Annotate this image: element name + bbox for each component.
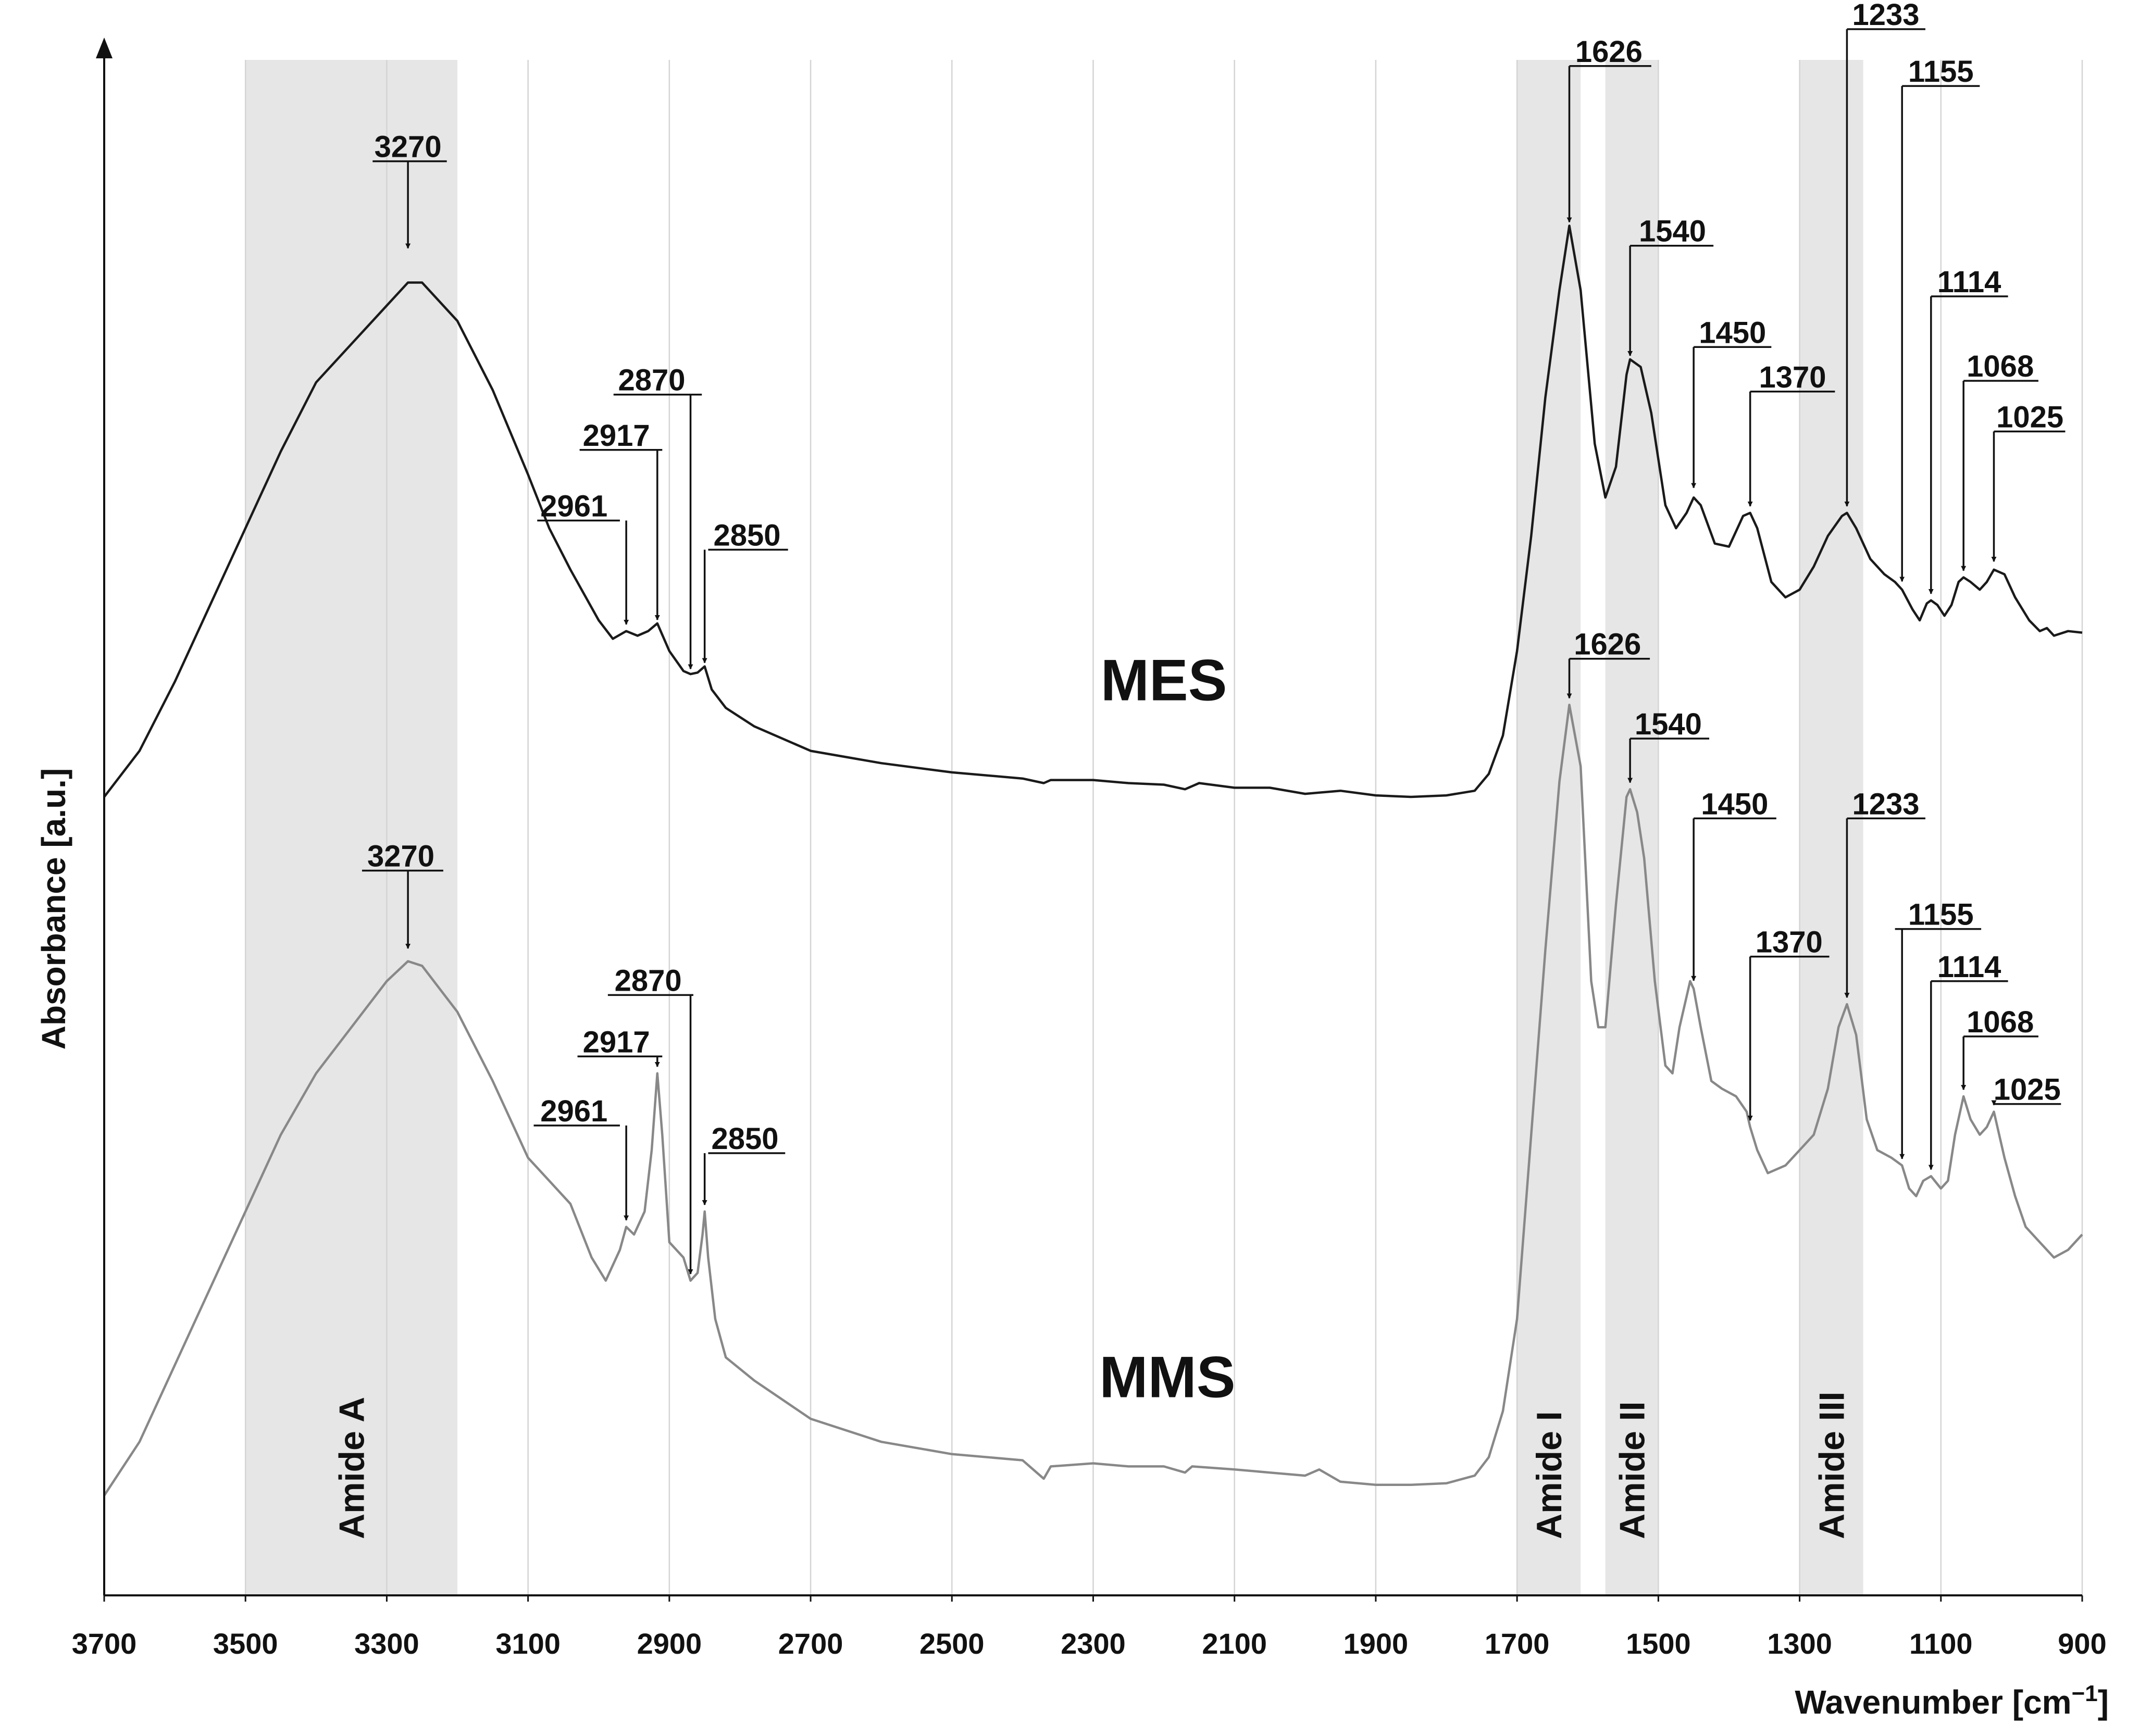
band-label-amide-a: Amide A xyxy=(332,1397,372,1539)
peak-label-3270: 3270 xyxy=(375,130,442,164)
peak-label-1626: 1626 xyxy=(1574,628,1641,661)
peak-label-1155: 1155 xyxy=(1908,55,1974,89)
peak-annotation-mms-1114: 1114 xyxy=(1928,950,2008,1170)
peak-label-1370: 1370 xyxy=(1759,360,1826,394)
x-tick-label-1700: 1700 xyxy=(1485,1627,1550,1660)
peak-annotation-mes-1025: 1025 xyxy=(1991,400,2066,562)
peak-label-1370: 1370 xyxy=(1756,926,1823,959)
band-label-amide-i: Amide I xyxy=(1529,1411,1569,1539)
peak-annotation-mms-1540: 1540 xyxy=(1627,707,1709,783)
x-tick-label-3300: 3300 xyxy=(354,1627,419,1660)
band-amide-ii xyxy=(1605,60,1659,1595)
peak-label-1450: 1450 xyxy=(1701,787,1768,821)
peak-label-2870: 2870 xyxy=(615,964,682,997)
peak-label-2961: 2961 xyxy=(540,489,607,523)
x-tick-label-3500: 3500 xyxy=(213,1627,278,1660)
peak-annotation-mms-1450: 1450 xyxy=(1691,787,1776,981)
peak-label-1068: 1068 xyxy=(1967,349,2034,383)
peak-label-1626: 1626 xyxy=(1575,35,1643,69)
peak-label-1155: 1155 xyxy=(1908,898,1974,932)
peak-annotation-mes-2917: 2917 xyxy=(579,419,663,620)
x-axis-label-exponent: −1 xyxy=(2072,1681,2098,1706)
peak-annotation-mms-1068: 1068 xyxy=(1961,1005,2038,1091)
peak-label-1233: 1233 xyxy=(1852,787,1919,821)
x-tick-label-1300: 1300 xyxy=(1767,1627,1832,1660)
x-axis-label: Wavenumber [cm−1] xyxy=(1795,1681,2109,1721)
peak-label-2917: 2917 xyxy=(583,419,650,453)
peak-annotation-mes-2870: 2870 xyxy=(613,364,702,670)
x-tick-label-900: 900 xyxy=(2058,1627,2106,1660)
peak-annotation-mms-1025: 1025 xyxy=(1991,1073,2061,1107)
peak-annotation-mes-2850: 2850 xyxy=(702,518,788,664)
peak-annotation-mes-1370: 1370 xyxy=(1747,360,1835,507)
peak-label-2917: 2917 xyxy=(583,1025,650,1059)
peak-annotation-mes-1626: 1626 xyxy=(1566,35,1651,223)
series-line-mms xyxy=(103,703,2083,1496)
vertical-gridlines xyxy=(244,60,2083,1595)
peak-annotation-mes-2961: 2961 xyxy=(537,489,629,625)
peak-label-2961: 2961 xyxy=(540,1094,607,1128)
band-amide-a xyxy=(245,60,458,1595)
peak-annotation-mes-3270: 3270 xyxy=(372,130,447,249)
amide-bands: Amide A Amide I Amide II Amide III xyxy=(245,60,1863,1595)
peak-annotation-mms-2850: 2850 xyxy=(702,1122,786,1206)
band-amide-i xyxy=(1517,60,1581,1595)
peak-annotation-mms-2870: 2870 xyxy=(607,964,693,1275)
peak-label-2850: 2850 xyxy=(714,518,781,552)
peak-annotation-mms-1155: 1155 xyxy=(1895,898,1982,1159)
x-axis-label-end: ] xyxy=(2098,1683,2109,1721)
x-tick-label-2900: 2900 xyxy=(637,1627,702,1660)
x-tick-label-3100: 3100 xyxy=(495,1627,561,1660)
x-tick-label-2700: 2700 xyxy=(778,1627,843,1660)
peak-label-1068: 1068 xyxy=(1967,1005,2034,1039)
x-axis-label-main: Wavenumber [cm xyxy=(1795,1683,2071,1721)
x-tick-label-3700: 3700 xyxy=(72,1627,137,1660)
peak-annotation-mes-1068: 1068 xyxy=(1961,349,2038,571)
peak-annotation-mms-2961: 2961 xyxy=(533,1094,629,1221)
peak-annotation-mms-2917: 2917 xyxy=(577,1025,663,1067)
x-tick-label-2500: 2500 xyxy=(919,1627,985,1660)
peak-annotation-mes-1450: 1450 xyxy=(1691,316,1772,489)
series-line-mes xyxy=(103,224,2083,798)
peak-annotation-mes-1233: 1233 xyxy=(1844,0,1925,507)
x-tick-label-2300: 2300 xyxy=(1061,1627,1126,1660)
x-tick-label-1900: 1900 xyxy=(1344,1627,1409,1660)
peak-label-2870: 2870 xyxy=(618,364,685,397)
peak-annotation-mes-1114: 1114 xyxy=(1928,265,2008,594)
x-tick-label-1500: 1500 xyxy=(1626,1627,1691,1660)
peak-annotation-mes-1540: 1540 xyxy=(1627,215,1714,356)
peak-label-1025: 1025 xyxy=(1996,400,2063,434)
peak-label-1450: 1450 xyxy=(1699,316,1766,349)
peak-label-2850: 2850 xyxy=(711,1122,778,1156)
x-tick-label-1100: 1100 xyxy=(1909,1627,1973,1660)
peak-annotation-mes-1155: 1155 xyxy=(1899,55,1980,582)
spectra-series: MES MMS xyxy=(103,224,2083,1496)
band-amide-iii xyxy=(1799,60,1863,1595)
series-label-mes: MES xyxy=(1101,647,1227,713)
x-tick-labels: 3700 3500 3300 3100 2900 2700 2500 2300 2100 1900… xyxy=(72,1595,2107,1660)
series-label-mms: MMS xyxy=(1099,1345,1235,1410)
peak-label-1114: 1114 xyxy=(1937,950,2001,984)
peak-annotation-mms-1626: 1626 xyxy=(1566,628,1650,699)
band-label-amide-ii: Amide II xyxy=(1613,1402,1652,1540)
peak-label-1114: 1114 xyxy=(1937,265,2001,299)
y-axis-arrow-icon xyxy=(96,38,113,58)
x-tick-label-2100: 2100 xyxy=(1202,1627,1267,1660)
y-axis-label: Absorbance [a.u.] xyxy=(35,768,72,1050)
peak-annotations: 3270 2961 2917 2870 2850 1626 1540 1450 1370 1233… xyxy=(362,0,2066,1275)
peak-annotation-mms-1370: 1370 xyxy=(1747,926,1830,1121)
peak-annotation-mms-3270: 3270 xyxy=(362,840,443,949)
peak-annotation-mms-1233: 1233 xyxy=(1844,787,1925,998)
peak-label-1540: 1540 xyxy=(1635,707,1702,741)
peak-label-1233: 1233 xyxy=(1852,0,1919,32)
band-label-amide-iii: Amide III xyxy=(1812,1392,1852,1539)
peak-label-3270: 3270 xyxy=(367,840,434,873)
peak-label-1540: 1540 xyxy=(1639,215,1706,248)
peak-label-1025: 1025 xyxy=(1994,1073,2061,1107)
